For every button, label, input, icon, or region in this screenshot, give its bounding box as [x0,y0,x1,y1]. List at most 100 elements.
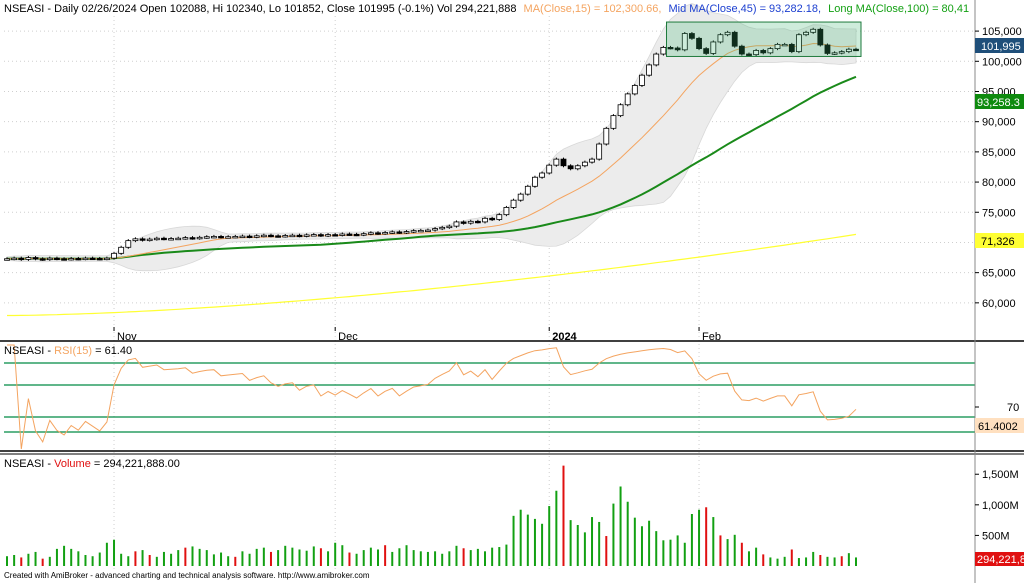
band-area [6,3,857,272]
price-title-main: NSEASI - Daily 02/26/2024 Open 102088, H… [4,3,516,15]
rsi-pane-title: NSEASI - RSI(15) = 61.40 [4,345,132,357]
candle-body [268,234,274,238]
tag-long-ma-text: 71,326 [981,236,1015,248]
candle-body [125,240,132,248]
tag-volume: 294,221,8 [975,552,1024,566]
candle-body [282,235,289,238]
candle-body [103,257,110,261]
candle-body [482,217,488,223]
candle-body [689,33,695,39]
price-tick-label: 60,000 [982,298,1016,310]
candle-body [674,47,681,51]
candle-body [232,236,239,239]
rsi-title-prefix: NSEASI - [4,345,54,357]
x-tick-label: Dec [338,331,358,343]
candle-body [61,258,67,261]
candle-body [146,238,153,242]
consolidation-box [666,21,862,57]
candle-body [218,236,224,239]
volume-title-indicator: Volume [54,458,91,470]
candle-body [139,238,146,241]
candle-body [503,207,510,216]
volume-tick-label: 500M [982,530,1010,542]
candle-body [774,43,781,50]
candle-body [710,41,717,54]
candle-body [467,220,474,224]
candle-body [189,237,196,240]
candle-body [111,252,117,259]
candle-body [96,258,103,261]
x-tick-label: 2024 [552,331,577,343]
price-tick-label: 105,000 [982,26,1022,38]
tag-rsi-text: 61.4002 [978,421,1018,433]
consolidation-rect [666,21,862,57]
candle-body [581,161,588,167]
candle-body [396,231,403,234]
candle-body [781,43,788,47]
bollinger-band [6,3,857,272]
candle-body [803,31,809,36]
volume-bars [6,465,857,566]
candle-body [253,235,260,238]
candle-body [567,165,574,170]
candle-body [339,233,346,236]
candle-body [667,47,674,50]
candle-body [845,48,852,53]
candle-body [439,226,446,230]
candle-body [453,221,460,227]
x-tick-label: Nov [117,331,137,343]
candle-body [39,258,46,261]
candle-body [289,234,296,238]
candle-body [496,214,503,220]
candle-body [417,229,424,233]
candle-body [646,64,653,76]
candle-body [260,234,267,238]
candle-body [831,52,838,55]
rsi-line [7,344,857,450]
candle-body [824,44,831,54]
candle-body [182,237,189,240]
candle-body [54,257,60,261]
candle-body [168,238,174,241]
candle-body [382,232,389,235]
tag-close-text: 101,995 [981,41,1021,53]
volume-tick-label: 1,000M [982,500,1019,512]
price-tick-label: 80,000 [982,177,1016,189]
candle-body [660,47,667,55]
candle-body [360,233,367,236]
mid-ma-line [6,75,857,260]
candle-body [546,164,553,174]
candle-body [432,228,438,231]
candle-body [696,37,702,50]
candle-body [303,234,310,237]
candle-body [760,50,767,54]
candle-body [310,234,317,237]
candle-body [318,234,324,237]
candle-body [610,115,617,129]
candles [4,27,859,261]
candle-body [153,237,160,241]
candle-body [746,53,752,56]
candle-body [246,235,253,239]
candle-body [82,257,89,261]
candle-body [389,231,396,234]
volume-tick-label: 1,500M [982,469,1019,481]
candle-body [738,45,745,55]
ma-long-label: Long MA(Close,100) = 80,41 [828,3,969,15]
candle-body [25,257,32,260]
candle-body [560,158,567,167]
candle-body [446,225,453,229]
candle-body [375,232,381,235]
footer-credit: Created with AmiBroker - advanced charti… [4,571,370,580]
tag-mid-ma-text: 93,258.3 [977,97,1020,109]
candle-body [796,34,802,53]
candle-body [196,236,203,240]
candle-body [403,231,410,234]
candle-body [474,220,481,224]
candle-body [574,165,581,170]
rsi-title-value: = 61.40 [95,345,132,357]
candle-body [810,28,817,33]
candle-body [617,104,624,117]
price-tick-label: 65,000 [982,268,1016,280]
